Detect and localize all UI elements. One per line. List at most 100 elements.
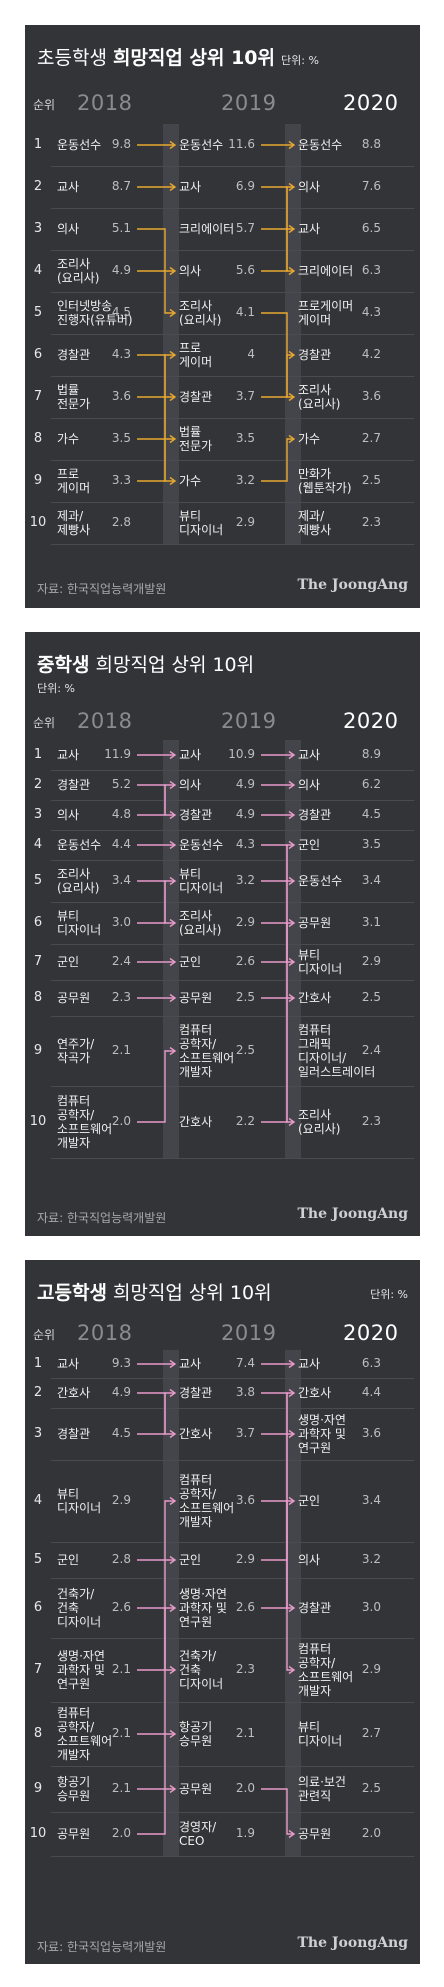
rank-number: 7	[33, 1662, 43, 1677]
row-divider	[51, 902, 414, 903]
job-name: 경찰관	[179, 390, 213, 404]
job-name: 의사	[57, 808, 80, 822]
job-percent: 2.9	[235, 1552, 255, 1566]
job-percent: 3.6	[235, 1493, 255, 1507]
job-name: 간호사	[57, 1386, 91, 1400]
year-2019-header: 2019	[221, 709, 277, 733]
rank-number: 2	[33, 1385, 43, 1400]
job-name: 가수	[298, 432, 321, 446]
job-percent: 3.3	[111, 473, 131, 487]
job-name: 의사	[298, 1553, 321, 1567]
job-name: 컴퓨터 공학자/소프트웨어 개발자	[179, 1023, 235, 1079]
job-name: 경찰관	[57, 348, 91, 362]
job-percent: 2.9	[361, 1662, 381, 1676]
publisher-logo: The JoongAng	[297, 1935, 408, 1951]
job-name: 군인	[179, 955, 202, 969]
job-percent: 3.7	[235, 1426, 255, 1440]
row-divider	[51, 460, 414, 461]
chart-title: 고등학생 희망직업 상위 10위	[37, 1278, 272, 1305]
job-name: 교사	[298, 222, 321, 236]
job-percent: 2.0	[235, 1781, 255, 1795]
job-percent: 3.1	[361, 915, 381, 929]
job-name: 군인	[298, 1494, 321, 1508]
job-percent: 3.8	[235, 1385, 255, 1399]
job-percent: 10.9	[228, 747, 255, 761]
job-percent: 2.0	[361, 1826, 381, 1840]
job-name: 군인	[179, 1553, 202, 1567]
publisher-logo: The JoongAng	[297, 1206, 408, 1222]
rank-number: 9	[33, 1043, 43, 1058]
job-name: 교사	[57, 748, 80, 762]
job-name: 간호사	[298, 991, 332, 1005]
title-bold: 고등학생	[37, 1282, 107, 1304]
row-divider	[51, 770, 414, 771]
job-percent: 3.2	[361, 1552, 381, 1566]
unit-label: 단위: %	[370, 1288, 408, 1301]
job-name: 뷰티 디자이너	[179, 509, 224, 537]
job-name: 군인	[57, 1553, 80, 1567]
job-percent: 3.6	[361, 1426, 381, 1440]
job-name: 뷰티 디자이너	[57, 909, 102, 937]
job-name: 항공기 승무원	[179, 1720, 213, 1748]
job-percent: 2.9	[235, 915, 255, 929]
job-name: 조리사 (요리사)	[179, 909, 222, 937]
job-name: 조리사 (요리사)	[57, 257, 100, 285]
job-percent: 4.9	[235, 807, 255, 821]
rank-number: 5	[33, 873, 43, 888]
job-percent: 7.4	[235, 1356, 255, 1370]
rank-number: 4	[33, 837, 43, 852]
rank-number: 10	[29, 1114, 47, 1129]
rank-number: 6	[33, 915, 43, 930]
row-divider	[51, 860, 414, 861]
rank-number: 5	[33, 1552, 43, 1567]
job-percent: 6.3	[361, 1356, 381, 1370]
source-note: 자료: 한국직업능력개발원	[37, 1211, 167, 1225]
job-name: 경찰관	[57, 1427, 91, 1441]
job-name: 생명·자연 과학자 및 연구원	[298, 1413, 346, 1455]
job-percent: 11.9	[104, 747, 131, 761]
job-name: 인터넷방송 진행자(유튜버)	[57, 299, 133, 327]
row-divider	[51, 1638, 414, 1639]
job-percent: 11.6	[228, 137, 255, 151]
year-2018-header: 2018	[77, 709, 133, 733]
job-name: 간호사	[298, 1386, 332, 1400]
job-name: 교사	[298, 1357, 321, 1371]
year-2020-header: 2020	[343, 709, 399, 733]
job-name: 교사	[298, 748, 321, 762]
job-name: 크리에이터	[298, 264, 354, 278]
job-name: 제과/제빵사	[298, 509, 332, 537]
job-name: 공무원	[57, 1827, 91, 1841]
job-name: 경찰관	[57, 778, 91, 792]
rank-number: 10	[29, 1826, 47, 1841]
job-percent: 3.5	[361, 837, 381, 851]
row-divider	[51, 376, 414, 377]
job-name: 만화가 (웹툰작가)	[298, 467, 352, 495]
job-name: 법률 전문가	[179, 425, 213, 453]
job-percent: 9.8	[111, 137, 131, 151]
job-name: 조리사 (요리사)	[298, 1108, 341, 1136]
job-percent: 2.3	[235, 1662, 255, 1676]
job-percent: 9.3	[111, 1356, 131, 1370]
job-name: 크리에이터	[179, 222, 235, 236]
row-divider	[51, 1408, 414, 1409]
job-name: 운동선수	[179, 138, 224, 152]
rank-number: 6	[33, 347, 43, 362]
job-name: 운동선수	[57, 138, 102, 152]
job-name: 경찰관	[298, 808, 332, 822]
rank-number: 2	[33, 777, 43, 792]
publisher-logo: The JoongAng	[297, 577, 408, 593]
job-name: 연주가/작곡가	[57, 1037, 95, 1065]
job-percent: 2.4	[111, 954, 131, 968]
job-percent: 2.5	[235, 990, 255, 1004]
job-percent: 2.9	[235, 515, 255, 529]
job-percent: 4.9	[111, 1385, 131, 1399]
job-percent: 4.3	[111, 347, 131, 361]
row-divider	[51, 418, 414, 419]
chart-title: 초등학생 희망직업 상위 10위 단위: %	[37, 43, 319, 70]
source-note: 자료: 한국직업능력개발원	[37, 582, 167, 596]
unit-label: 단위: %	[281, 54, 319, 67]
job-name: 가수	[179, 474, 202, 488]
job-percent: 2.0	[111, 1826, 131, 1840]
job-name: 공무원	[298, 1827, 332, 1841]
job-percent: 4.9	[111, 263, 131, 277]
